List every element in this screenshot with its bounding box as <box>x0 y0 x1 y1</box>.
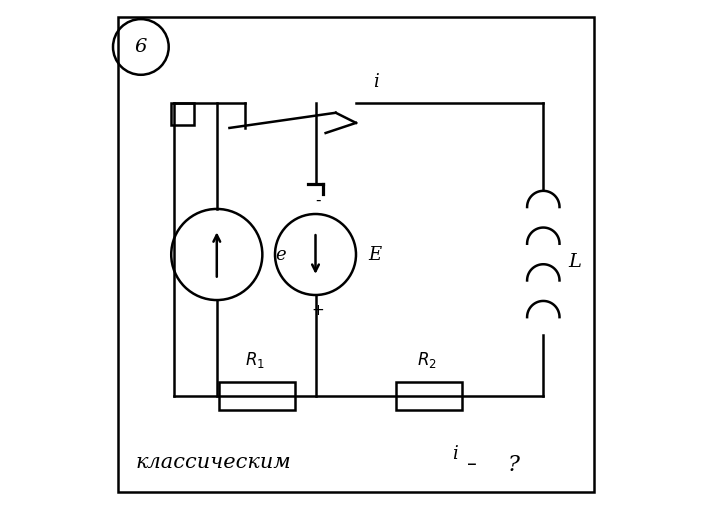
Text: –: – <box>467 455 477 474</box>
Text: ?: ? <box>508 454 520 475</box>
Text: 6: 6 <box>135 38 147 56</box>
Text: L: L <box>569 253 582 271</box>
Text: $R_1$: $R_1$ <box>245 350 265 370</box>
Text: i: i <box>452 445 458 464</box>
Bar <box>171 103 194 125</box>
Text: $R_2$: $R_2$ <box>417 350 436 370</box>
Text: -: - <box>315 192 321 207</box>
Text: классическим: классическим <box>136 453 291 471</box>
Text: +: + <box>312 303 325 318</box>
Text: e: e <box>275 245 286 264</box>
Text: i: i <box>373 73 379 92</box>
Bar <box>219 382 295 410</box>
Bar <box>397 382 462 410</box>
Text: E: E <box>369 245 382 264</box>
